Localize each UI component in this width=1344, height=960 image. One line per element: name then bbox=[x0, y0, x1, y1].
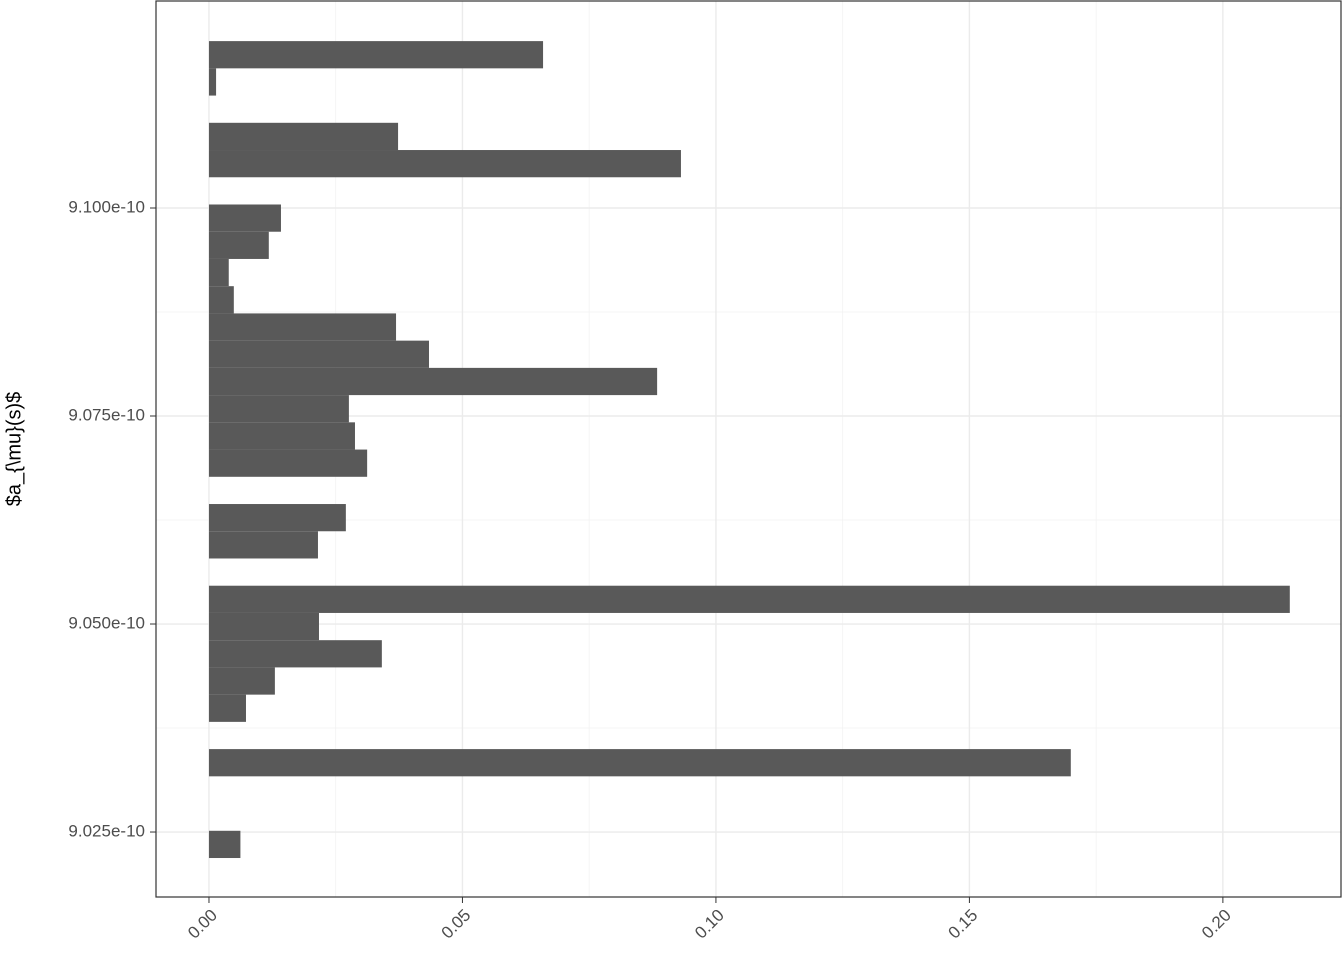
bar bbox=[208, 68, 217, 96]
bar bbox=[208, 830, 241, 859]
bar bbox=[208, 41, 544, 69]
bar bbox=[208, 395, 349, 423]
bar bbox=[208, 150, 681, 178]
bar bbox=[208, 204, 281, 232]
bar bbox=[208, 122, 399, 151]
y-tick-label: 9.100e-10 bbox=[68, 197, 145, 216]
bar bbox=[208, 340, 429, 368]
x-tick-label: 0.20 bbox=[1198, 906, 1235, 943]
bar bbox=[208, 286, 234, 314]
y-tick-label: 9.050e-10 bbox=[68, 613, 145, 632]
bar bbox=[208, 531, 318, 559]
bar bbox=[208, 504, 346, 532]
bar bbox=[208, 585, 1290, 613]
x-tick-label: 0.00 bbox=[184, 906, 221, 943]
bar bbox=[208, 694, 246, 722]
x-tick-label: 0.05 bbox=[438, 906, 475, 943]
bar bbox=[208, 422, 355, 450]
bar bbox=[208, 367, 658, 396]
bar bbox=[208, 612, 319, 641]
bar bbox=[208, 231, 269, 259]
x-tick-label: 0.10 bbox=[691, 906, 728, 943]
bar bbox=[208, 749, 1071, 777]
bar bbox=[208, 258, 229, 287]
bar bbox=[208, 667, 275, 695]
y-tick-label: 9.025e-10 bbox=[68, 822, 145, 841]
y-axis-title: $a_{\mu}(s)$ bbox=[3, 392, 25, 507]
bar bbox=[208, 640, 382, 668]
bar bbox=[208, 313, 397, 341]
y-tick-label: 9.075e-10 bbox=[68, 405, 145, 424]
x-tick-label: 0.15 bbox=[945, 906, 982, 943]
plot-border bbox=[155, 0, 1342, 898]
bar bbox=[208, 449, 368, 477]
